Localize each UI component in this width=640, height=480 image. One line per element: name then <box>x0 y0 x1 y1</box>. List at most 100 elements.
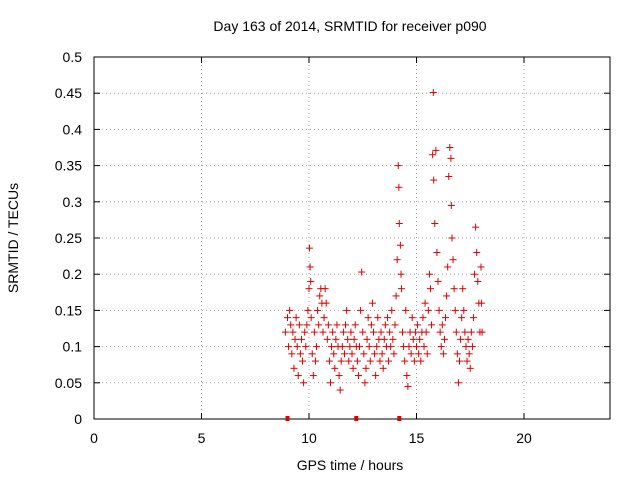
data-point <box>472 223 480 231</box>
data-point <box>284 314 291 322</box>
data-point <box>299 357 307 365</box>
y-tick-label: 0.35 <box>55 158 82 174</box>
data-point <box>396 241 404 249</box>
data-point <box>323 335 331 343</box>
data-point <box>436 328 444 336</box>
data-point <box>290 364 298 372</box>
data-point <box>347 328 355 336</box>
data-point <box>372 372 380 380</box>
data-point <box>311 357 319 365</box>
data-point <box>366 357 374 365</box>
data-point <box>386 328 394 336</box>
y-tick-label: 0.5 <box>63 49 83 65</box>
y-tick-label: 0.45 <box>55 85 82 101</box>
data-point <box>368 299 376 307</box>
data-point <box>393 256 401 264</box>
data-point <box>349 364 357 372</box>
data-point <box>342 321 350 329</box>
data-point <box>295 321 303 329</box>
data-point <box>335 372 343 380</box>
data-point <box>292 314 300 322</box>
data-point <box>293 343 301 351</box>
data-point <box>285 343 293 351</box>
data-point <box>356 343 364 351</box>
data-point <box>373 343 381 351</box>
data-point <box>417 357 425 365</box>
data-point <box>453 350 461 358</box>
data-point <box>421 299 429 307</box>
data-point <box>361 379 369 387</box>
data-point <box>306 263 314 271</box>
data-point <box>395 183 403 191</box>
x-axis-marker <box>285 416 290 421</box>
data-point <box>360 350 368 358</box>
data-point <box>300 379 308 387</box>
data-point <box>319 328 327 336</box>
data-point <box>474 277 482 285</box>
data-point <box>288 350 296 358</box>
data-point <box>426 285 434 293</box>
data-point <box>454 379 462 387</box>
grid-lines <box>94 57 610 419</box>
data-point <box>416 335 424 343</box>
data-point <box>463 357 471 365</box>
data-point <box>458 314 466 322</box>
data-point <box>332 335 340 343</box>
data-point <box>297 335 305 343</box>
data-point <box>287 321 295 329</box>
data-point <box>405 343 413 351</box>
data-point <box>291 335 299 343</box>
data-point <box>473 248 481 256</box>
data-point <box>407 350 415 358</box>
data-point <box>442 314 450 322</box>
data-point <box>469 314 477 322</box>
data-point <box>365 343 373 351</box>
data-point <box>388 306 396 314</box>
data-point <box>363 335 371 343</box>
data-point <box>438 321 446 329</box>
data-point <box>346 343 354 351</box>
data-point <box>351 321 359 329</box>
data-point <box>403 372 411 380</box>
data-point <box>422 328 430 336</box>
data-point <box>383 314 391 322</box>
data-point <box>333 321 341 329</box>
data-point <box>424 306 432 314</box>
data-point <box>327 379 334 387</box>
data-point <box>364 314 372 322</box>
y-tick-label: 0.15 <box>55 302 82 318</box>
data-point <box>399 328 407 336</box>
data-point <box>409 335 417 343</box>
x-axis-marker <box>397 416 402 421</box>
data-point <box>445 172 453 180</box>
data-point <box>420 343 428 351</box>
data-point <box>329 328 337 336</box>
data-point <box>415 350 423 358</box>
data-point <box>359 328 367 336</box>
data-point <box>308 350 316 358</box>
data-point <box>462 343 470 351</box>
data-point <box>301 328 309 336</box>
data-points <box>281 88 486 394</box>
data-point <box>339 328 347 336</box>
data-point <box>387 343 395 351</box>
data-point <box>307 277 315 285</box>
data-point <box>340 350 348 358</box>
data-point <box>432 146 440 154</box>
y-tick-label: 0.3 <box>63 194 83 210</box>
data-point <box>389 335 397 343</box>
data-point <box>425 270 433 278</box>
data-point <box>429 88 437 96</box>
data-point <box>378 350 386 358</box>
data-point <box>281 328 289 336</box>
data-point <box>354 372 362 380</box>
y-axis-label: SRMTID / TECUs <box>5 183 21 293</box>
data-point <box>464 335 472 343</box>
data-point <box>350 335 358 343</box>
data-point <box>338 343 346 351</box>
x-tick-label: 10 <box>301 430 317 446</box>
y-tick-label: 0.05 <box>55 375 82 391</box>
data-point <box>315 321 323 329</box>
data-point <box>353 357 361 365</box>
data-point <box>302 343 310 351</box>
